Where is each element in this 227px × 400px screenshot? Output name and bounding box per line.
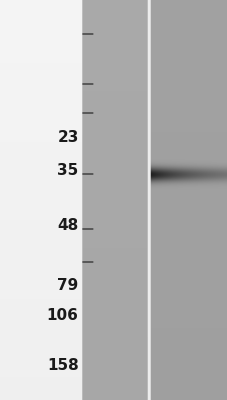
- Text: 35: 35: [57, 162, 78, 178]
- Text: 48: 48: [57, 218, 78, 234]
- Text: 158: 158: [47, 358, 78, 374]
- Text: 106: 106: [47, 308, 78, 324]
- Text: 79: 79: [57, 278, 78, 294]
- Text: 23: 23: [57, 130, 78, 146]
